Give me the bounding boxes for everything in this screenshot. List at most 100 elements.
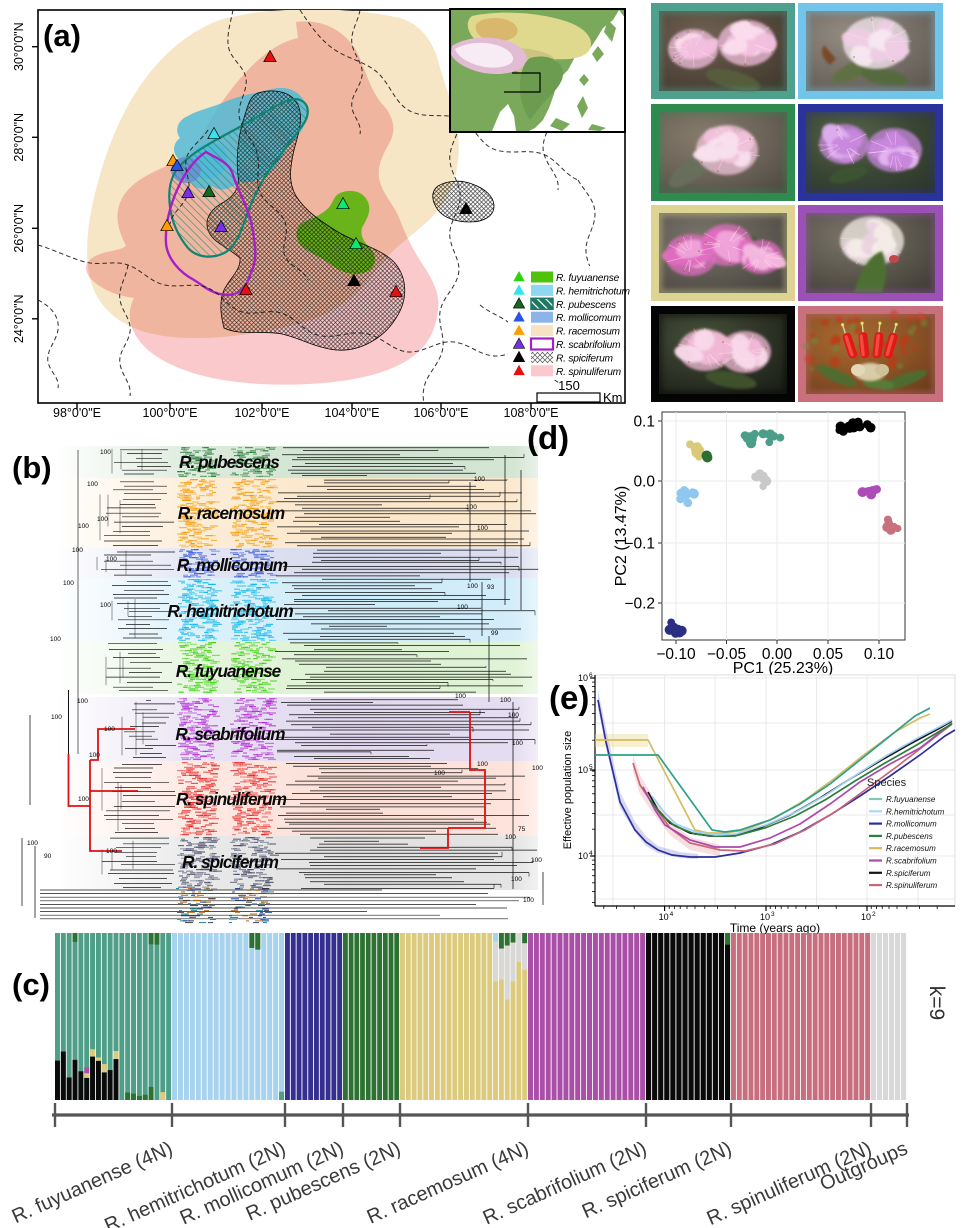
svg-text:R. mollicomum: R. mollicomum [556, 313, 621, 324]
svg-text:R.scabrifolium: R.scabrifolium [886, 857, 937, 866]
svg-text:10: 10 [760, 912, 770, 922]
svg-text:R.pubescens: R.pubescens [886, 832, 933, 841]
svg-text:−0.1: −0.1 [624, 536, 655, 553]
svg-text:R. hemitrichotum: R. hemitrichotum [556, 286, 631, 297]
svg-text:100°0'0"E: 100°0'0"E [143, 406, 198, 420]
svg-text:−0.10: −0.10 [656, 646, 696, 663]
svg-text:100: 100 [532, 765, 543, 772]
svg-text:R. hemitrichotum: R. hemitrichotum [167, 601, 293, 621]
svg-text:100: 100 [72, 547, 83, 554]
svg-text:(b): (b) [12, 450, 52, 485]
svg-text:R. spinuliferum: R. spinuliferum [176, 789, 287, 809]
svg-text:100: 100 [531, 857, 542, 864]
svg-text:R. fuyuanense: R. fuyuanense [556, 273, 620, 284]
svg-text:99: 99 [491, 630, 499, 637]
svg-text:100: 100 [106, 848, 117, 855]
svg-text:(a): (a) [43, 18, 81, 53]
svg-text:k=9: k=9 [925, 986, 948, 1020]
svg-text:PC2 (13.47%): PC2 (13.47%) [613, 486, 630, 587]
svg-text:R. racemosum: R. racemosum [178, 503, 285, 523]
svg-text:R.fuyuanense: R.fuyuanense [886, 795, 936, 804]
svg-text:106°0'0"E: 106°0'0"E [414, 406, 469, 420]
svg-text:100: 100 [78, 796, 89, 803]
svg-text:0.0: 0.0 [633, 474, 655, 491]
svg-text:4: 4 [670, 911, 674, 918]
svg-text:0.10: 0.10 [864, 646, 895, 663]
svg-text:90: 90 [44, 853, 52, 860]
svg-text:100: 100 [474, 476, 485, 483]
svg-text:100: 100 [466, 504, 477, 511]
svg-text:100: 100 [97, 516, 108, 523]
svg-text:10: 10 [578, 851, 588, 861]
svg-text:100: 100 [455, 693, 466, 700]
svg-text:100: 100 [106, 556, 117, 563]
svg-text:6: 6 [589, 672, 593, 679]
svg-text:100: 100 [50, 636, 61, 643]
svg-text:26°0'0"N: 26°0'0"N [12, 204, 26, 253]
svg-text:24°0'0"N: 24°0'0"N [12, 294, 26, 343]
svg-text:100: 100 [512, 740, 523, 747]
svg-text:100: 100 [77, 698, 88, 705]
svg-text:100: 100 [511, 876, 522, 883]
svg-text:108°0'0"E: 108°0'0"E [504, 406, 559, 420]
svg-text:28°0'0"N: 28°0'0"N [12, 113, 26, 162]
svg-text:R.mollicomum: R.mollicomum [886, 820, 937, 829]
svg-text:0.1: 0.1 [633, 414, 655, 431]
svg-text:100: 100 [467, 583, 478, 590]
svg-text:R.hemitrichotum: R.hemitrichotum [886, 807, 945, 816]
svg-text:Km: Km [603, 390, 623, 405]
svg-text:98°0'0"E: 98°0'0"E [53, 406, 101, 420]
svg-text:100: 100 [457, 604, 468, 611]
svg-text:0.00: 0.00 [762, 646, 793, 663]
svg-text:R. racemosum: R. racemosum [556, 327, 621, 338]
svg-text:100: 100 [100, 602, 111, 609]
svg-text:3: 3 [771, 911, 775, 918]
svg-text:R. spinuliferum: R. spinuliferum [556, 367, 622, 378]
svg-text:100: 100 [63, 580, 74, 587]
svg-text:100: 100 [434, 770, 445, 777]
svg-text:PC1 (25.23%): PC1 (25.23%) [733, 660, 834, 677]
svg-text:100: 100 [89, 752, 100, 759]
svg-text:Species: Species [867, 777, 907, 789]
svg-text:100: 100 [51, 714, 62, 721]
svg-text:(c): (c) [12, 967, 50, 1002]
svg-text:100: 100 [104, 726, 115, 733]
svg-text:10: 10 [578, 765, 588, 775]
svg-text:Effective population size: Effective population size [562, 731, 574, 849]
svg-text:100: 100 [477, 761, 488, 768]
svg-text:93: 93 [487, 584, 495, 591]
svg-text:150: 150 [558, 378, 580, 393]
svg-text:R. mollicomum: R. mollicomum [177, 555, 288, 575]
svg-text:R. fuyuanense: R. fuyuanense [176, 661, 282, 681]
svg-text:Time (years ago): Time (years ago) [730, 921, 820, 935]
svg-text:R.spiciferum: R.spiciferum [886, 869, 931, 878]
svg-text:100: 100 [500, 697, 511, 704]
svg-text:−0.05: −0.05 [707, 646, 746, 663]
svg-text:R. spiciferum: R. spiciferum [182, 852, 279, 872]
svg-text:R. pubescens: R. pubescens [556, 300, 616, 311]
svg-text:100: 100 [505, 834, 516, 841]
svg-text:102°0'0"E: 102°0'0"E [235, 406, 290, 420]
svg-text:−0.2: −0.2 [624, 596, 655, 613]
svg-text:10: 10 [861, 912, 871, 922]
svg-text:R. scabrifolium: R. scabrifolium [556, 340, 621, 351]
svg-text:2: 2 [872, 911, 876, 918]
svg-text:100: 100 [523, 897, 534, 904]
svg-text:R.spinuliferum: R.spinuliferum [886, 881, 937, 890]
svg-text:100: 100 [477, 525, 488, 532]
svg-text:10: 10 [578, 673, 588, 683]
svg-text:100: 100 [87, 481, 98, 488]
svg-text:R. pubescens: R. pubescens [179, 452, 279, 472]
svg-text:75: 75 [518, 826, 526, 833]
svg-text:10: 10 [659, 912, 669, 922]
svg-text:100: 100 [508, 712, 519, 719]
svg-text:R. scabrifolium: R. scabrifolium [175, 724, 285, 744]
svg-text:5: 5 [589, 764, 593, 771]
svg-text:R. spiciferum: R. spiciferum [556, 353, 614, 364]
svg-text:100: 100 [27, 840, 38, 847]
svg-text:104°0'0"E: 104°0'0"E [325, 406, 380, 420]
svg-text:4: 4 [589, 850, 593, 857]
svg-text:100: 100 [100, 449, 111, 456]
svg-text:R.racemosum: R.racemosum [886, 844, 936, 853]
svg-text:30°0'0"N: 30°0'0"N [12, 22, 26, 71]
